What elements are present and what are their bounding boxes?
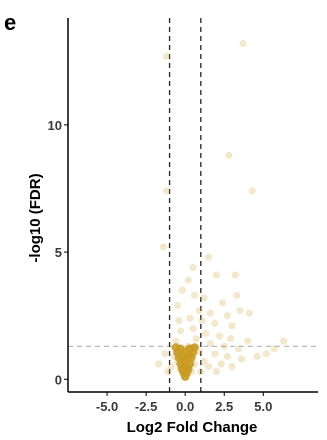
data-point bbox=[217, 360, 225, 368]
x-tick-label: -5.0 bbox=[96, 399, 118, 414]
x-axis-title: Log2 Fold Change bbox=[127, 419, 258, 436]
data-point bbox=[233, 291, 241, 299]
data-point bbox=[206, 309, 214, 317]
data-point bbox=[200, 357, 208, 366]
data-point bbox=[167, 362, 175, 371]
data-point bbox=[226, 334, 235, 343]
data-point bbox=[198, 317, 206, 325]
data-point bbox=[219, 299, 227, 307]
data-point-dense bbox=[190, 343, 199, 352]
data-point bbox=[201, 329, 210, 338]
data-point bbox=[200, 294, 208, 302]
data-point-dense bbox=[171, 343, 181, 352]
data-point bbox=[245, 309, 253, 317]
data-point bbox=[212, 271, 221, 279]
x-tick-label: -2.5 bbox=[135, 399, 157, 414]
data-point bbox=[215, 332, 224, 340]
data-point bbox=[173, 301, 181, 310]
data-point bbox=[178, 286, 186, 294]
data-point bbox=[164, 368, 172, 376]
data-point bbox=[205, 253, 213, 261]
data-point bbox=[159, 243, 167, 251]
data-point bbox=[172, 337, 180, 345]
x-ticks: -5.0 -2.5 0.0 2.5 5.0 bbox=[96, 392, 272, 414]
data-point bbox=[189, 263, 197, 271]
data-point bbox=[220, 342, 228, 350]
data-point bbox=[205, 362, 213, 371]
data-point bbox=[155, 360, 163, 368]
data-point bbox=[228, 362, 236, 371]
x-tick-label: 5.0 bbox=[254, 399, 272, 414]
data-point bbox=[270, 345, 278, 353]
y-ticks: 0 5 10 bbox=[48, 118, 68, 387]
x-tick-label: 2.5 bbox=[215, 399, 233, 414]
threshold-lines bbox=[68, 18, 318, 392]
data-point bbox=[244, 337, 252, 345]
data-point bbox=[189, 324, 197, 332]
data-point bbox=[228, 322, 236, 330]
data-points bbox=[155, 39, 288, 381]
data-point bbox=[231, 271, 239, 279]
data-point bbox=[162, 52, 171, 60]
x-tick-label: 0.0 bbox=[176, 399, 194, 414]
panel-label: e bbox=[4, 10, 16, 35]
data-point bbox=[161, 350, 169, 358]
data-point bbox=[253, 352, 261, 360]
data-point bbox=[175, 317, 183, 325]
y-tick-label: 0 bbox=[55, 372, 62, 387]
data-point bbox=[184, 276, 192, 284]
data-point bbox=[190, 291, 199, 299]
y-tick-label: 5 bbox=[55, 245, 62, 260]
data-point bbox=[211, 350, 219, 358]
data-point bbox=[225, 151, 233, 159]
data-point bbox=[212, 368, 221, 376]
data-point bbox=[211, 319, 219, 327]
data-point bbox=[192, 334, 200, 343]
data-point bbox=[280, 337, 288, 345]
data-point bbox=[186, 314, 194, 322]
data-point bbox=[223, 312, 231, 320]
data-point bbox=[239, 39, 247, 48]
data-point bbox=[195, 306, 203, 315]
data-point bbox=[236, 306, 244, 315]
data-point bbox=[162, 187, 171, 195]
data-point bbox=[262, 350, 271, 358]
data-point bbox=[176, 327, 185, 335]
data-point bbox=[223, 352, 231, 360]
data-point bbox=[234, 345, 242, 353]
y-tick-label: 10 bbox=[48, 118, 62, 133]
data-point bbox=[237, 355, 246, 363]
data-point bbox=[248, 187, 256, 195]
data-point bbox=[197, 368, 205, 376]
data-point bbox=[206, 340, 214, 348]
axes bbox=[67, 18, 318, 393]
y-axis-title: -log10 (FDR) bbox=[27, 173, 44, 262]
